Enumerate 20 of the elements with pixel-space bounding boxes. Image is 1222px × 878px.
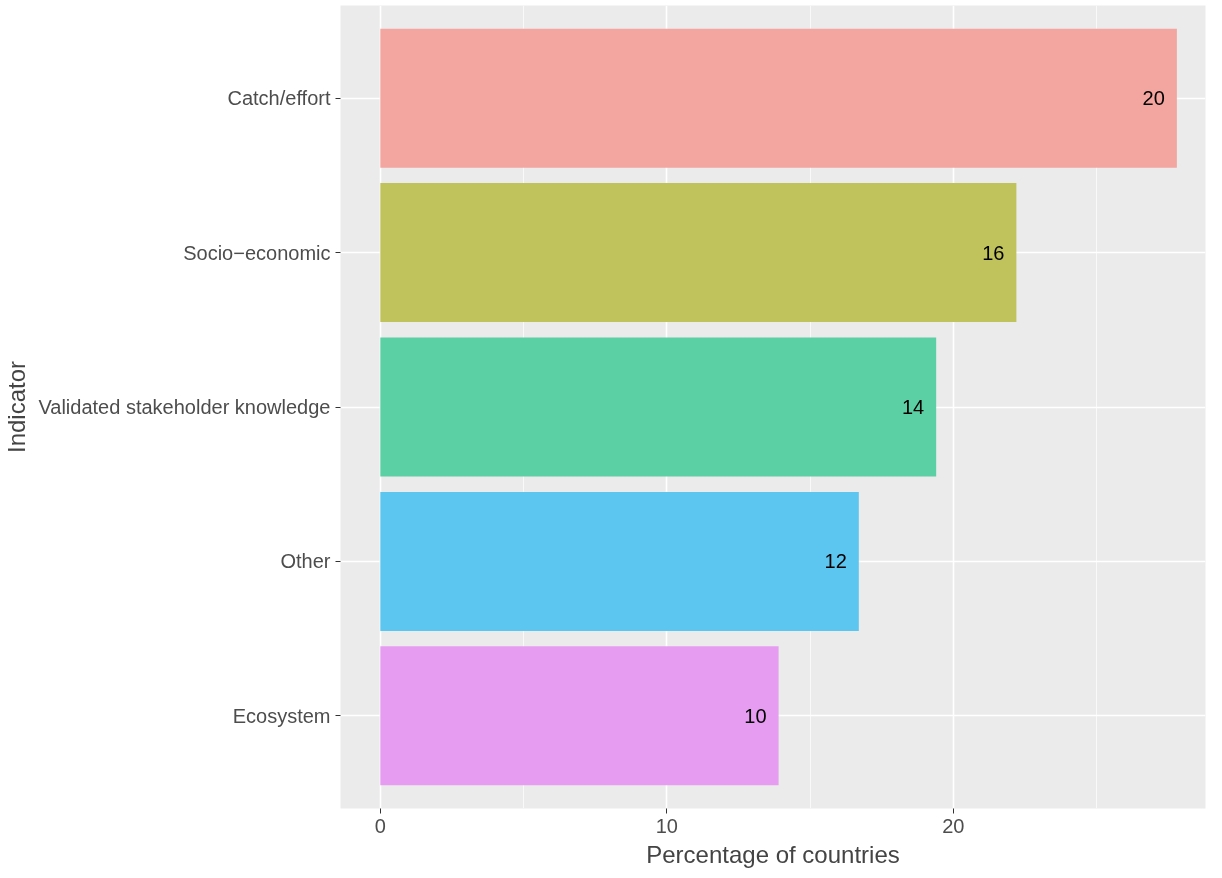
bar: [380, 646, 779, 786]
annotation: 10: [744, 704, 767, 727]
bar: [380, 28, 1177, 168]
y-tick-label: Ecosystem: [232, 704, 331, 727]
bar: [380, 337, 937, 477]
y-tick-label: Other: [280, 550, 331, 573]
bar: [380, 183, 1017, 323]
x-tick-label: 10: [655, 814, 678, 837]
annotation: 20: [1142, 87, 1165, 110]
annotation: 12: [824, 550, 847, 573]
y-tick-label: Catch/effort: [227, 87, 331, 110]
x-tick-label: 0: [374, 814, 386, 837]
y-tick-label: Socio−economic: [183, 241, 331, 264]
x-tick-label: 20: [942, 814, 965, 837]
y-tick-label: Validated stakeholder knowledge: [38, 396, 331, 418]
y-axis-title: Indicator: [3, 360, 31, 454]
bar: [380, 491, 859, 631]
annotation: 16: [982, 241, 1005, 264]
x-axis-title: Percentage of countries: [646, 840, 900, 868]
annotation: 14: [901, 396, 925, 418]
